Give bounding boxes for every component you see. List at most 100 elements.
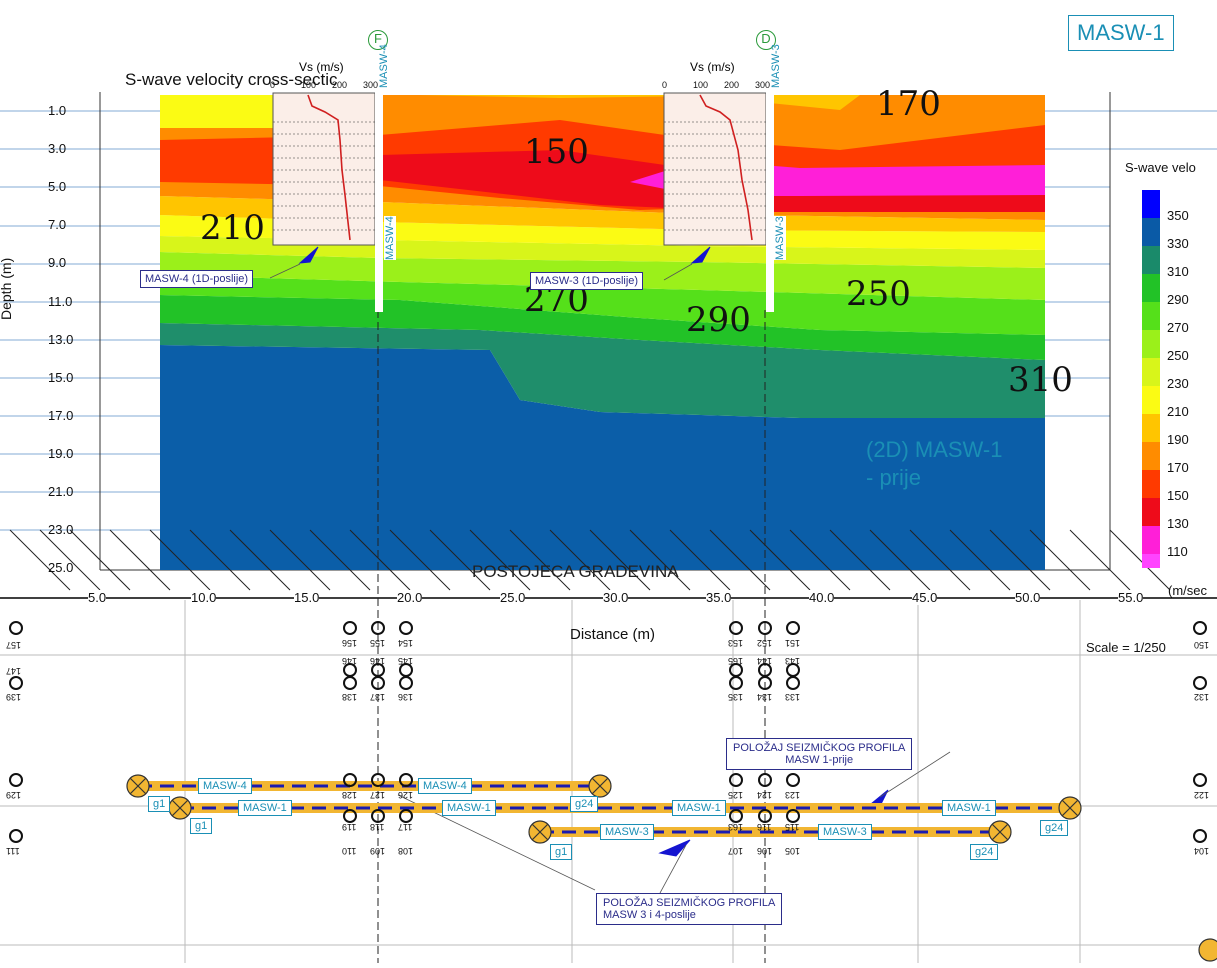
y-tick-21-0: 21.0: [48, 484, 74, 499]
contour-label-150: 150: [524, 132, 589, 172]
pile-label-m1b-0: 119: [342, 822, 357, 832]
pile-label-m1c-1: 109: [370, 846, 386, 856]
pile-label-g1r3-2: 136: [398, 692, 414, 702]
y-tick-13-0: 13.0: [48, 331, 74, 347]
y-axis-title: Depth (m): [0, 257, 14, 320]
x-tick-45-0: 45.0: [912, 590, 938, 605]
label-2d-masw1: (2D) MASW-1 - prije: [866, 436, 1003, 492]
note-lower-line1: POLOŽAJ SEIZMIČKOG PROFILA: [603, 897, 776, 909]
y-tick-15-0: 15.0: [48, 369, 74, 385]
band-190-top: [160, 95, 860, 110]
contour-label-290: 290: [686, 300, 751, 340]
pile-label-l-0: 129: [6, 790, 22, 800]
colorbar-tick-210: 210: [1167, 404, 1189, 419]
x-tick-25-0: 25.0: [500, 590, 526, 605]
x-tick-50-0: 50.0: [1015, 590, 1041, 605]
plan-label-masw1-a: MASW-1: [238, 800, 292, 816]
colorbar: [1142, 190, 1160, 568]
pile-label-m2b-0: 163: [728, 822, 744, 832]
pile-label-m2b-1: 116: [757, 822, 772, 832]
contour-label-210: 210: [200, 208, 265, 248]
pile-label-m2c-0: 107: [728, 846, 744, 856]
y-tick-23-0: 23.0: [48, 522, 74, 538]
plan-start-masw3: g1: [550, 844, 573, 860]
plan-start-masw1: g1: [190, 818, 213, 834]
plan-label-masw4-b: MASW-4: [418, 778, 472, 794]
pile-label-g1r2-2: 145: [398, 656, 414, 666]
band-210-top-left: [160, 95, 280, 128]
callout-arrows: [298, 246, 889, 857]
vs-tick-1-200: 200: [724, 80, 740, 90]
marker-d: D: [756, 30, 776, 50]
y-tick-7-0: 7.0: [48, 217, 67, 233]
plan-end-masw3: g24: [970, 844, 999, 860]
masw3-callout: MASW-3 (1D-poslije): [530, 272, 644, 290]
pile-label-m1b-1: 118: [370, 822, 385, 832]
x-tick-40-0: 40.0: [809, 590, 835, 605]
pile-label-g1r3-1: 137: [370, 692, 386, 702]
pile-label-tl-1: 147: [6, 666, 22, 676]
label-2d-line1: (2D) MASW-1: [866, 437, 1003, 462]
scale-label: Scale = 1/250: [1086, 640, 1166, 655]
pile-label-r-0: 150: [1194, 640, 1210, 650]
contour-label-250: 250: [846, 274, 911, 314]
masw3-vs-title: Vs (m/s): [690, 60, 735, 74]
depth-gridlines: [0, 110, 1217, 531]
note-lower-line2: MASW 3 i 4-poslije: [603, 909, 696, 921]
pile-label-g1r2-1: 146: [370, 656, 386, 666]
y-tick-17-0: 17.0: [48, 407, 74, 423]
pile-label-tl-0: 157: [6, 640, 22, 650]
geophone-crosses: [129, 777, 1079, 841]
pile-label-g2r3-2: 133: [785, 692, 801, 702]
pile-label-g1r3-0: 138: [342, 692, 358, 702]
masw4-vertical-label: MASW-4: [384, 216, 396, 260]
pile-label-l-1: 111: [6, 846, 20, 856]
colorbar-tick-290: 290: [1167, 292, 1189, 307]
y-tick-1-0: 1.0: [48, 103, 67, 118]
pile-label-m2-1: 124: [757, 790, 773, 800]
colorbar-tick-150: 150: [1167, 488, 1189, 503]
pile-label-g1r1-2: 154: [398, 638, 414, 648]
x-tick-30-0: 30.0: [603, 590, 629, 605]
pile-label-g2r1-0: 153: [728, 638, 744, 648]
note-upper-line2: MASW 1-prije: [785, 754, 854, 766]
contour-label-310: 310: [1008, 360, 1073, 400]
note-upper-line1: POLOŽAJ SEIZMIČKOG PROFILA: [733, 742, 906, 754]
pile-label-m2c-2: 105: [785, 846, 801, 856]
masw3-vertical-label-top: MASW-3: [770, 44, 782, 88]
colorbar-tick-350: 350: [1167, 208, 1189, 223]
plan-label-masw3-b: MASW-3: [818, 824, 872, 840]
pile-label-m1-0: 128: [342, 790, 358, 800]
x-tick-35-0: 35.0: [706, 590, 732, 605]
pile-label-m1-1: 127: [370, 790, 386, 800]
colorbar-tick-170: 170: [1167, 460, 1189, 475]
plan-end-masw4: g24: [570, 796, 599, 812]
pile-label-m2b-2: 115: [785, 822, 800, 832]
pile-label-g1r2-0: 146: [342, 656, 358, 666]
masw3-vertical-label: MASW-3: [774, 216, 786, 260]
plan-label-masw1-b: MASW-1: [442, 800, 496, 816]
vs-tick-0-0: 0: [270, 80, 276, 90]
masw4-profile-inset: [272, 60, 383, 312]
contour-label-170: 170: [876, 84, 941, 124]
plan-label-masw3-a: MASW-3: [600, 824, 654, 840]
plan-end-masw1: g24: [1040, 820, 1069, 836]
note-masw34-poslije: POLOŽAJ SEIZMIČKOG PROFILA MASW 3 i 4-po…: [596, 893, 783, 925]
colorbar-tick-330: 330: [1167, 236, 1189, 251]
colorbar-tick-250: 250: [1167, 348, 1189, 363]
pile-label-m1-2: 126: [398, 790, 414, 800]
note-masw1-prije: POLOŽAJ SEIZMIČKOG PROFILA MASW 1-prije: [726, 738, 913, 770]
y-tick-9-0: 9.0: [48, 255, 67, 271]
y-tick-25-0: 25.0: [48, 560, 74, 576]
y-tick-19-0: 19.0: [48, 445, 74, 461]
pile-label-r-1: 132: [1194, 692, 1210, 702]
colorbar-tick-270: 270: [1167, 320, 1189, 335]
colorbar-tick-230: 230: [1167, 376, 1189, 391]
pile-label-r-2: 122: [1194, 790, 1210, 800]
band-330: [160, 345, 1045, 570]
building-label: POSTOJECA GRADEVINA: [472, 562, 679, 581]
pile-label-r-3: 104: [1194, 846, 1210, 856]
vs-tick-1-300: 300: [755, 80, 771, 90]
colorbar-tick-190: 190: [1167, 432, 1189, 447]
